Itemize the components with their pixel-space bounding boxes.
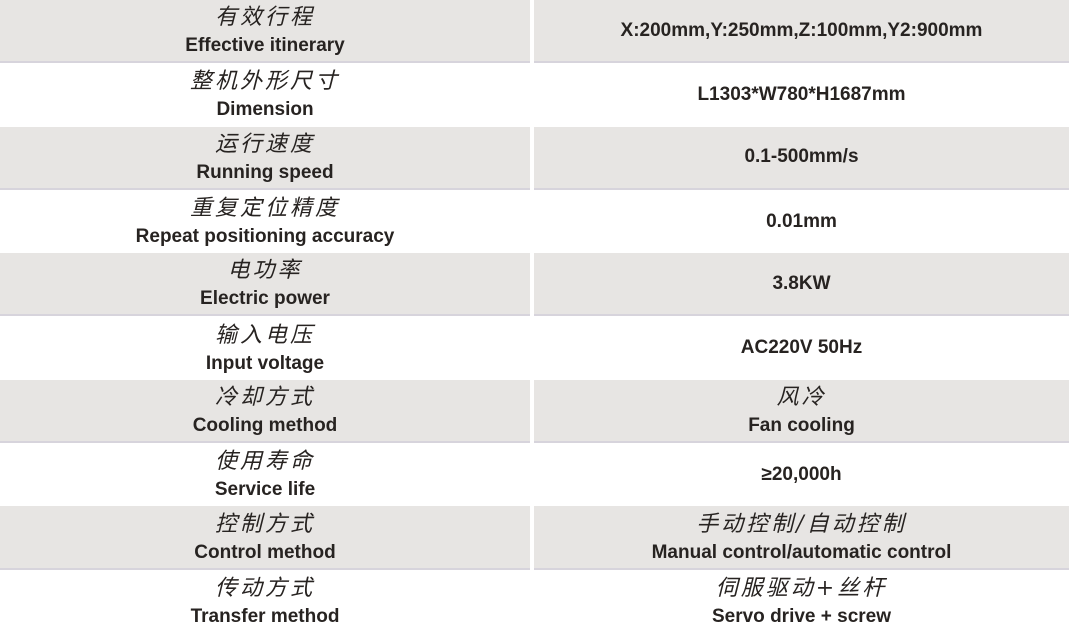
table-row-repeat-positioning-accuracy: 重复定位精度 Repeat positioning accuracy 0.01m… [0, 189, 1069, 254]
spec-name-cell: 重复定位精度 Repeat positioning accuracy [0, 189, 530, 254]
spec-name-cell: 控制方式 Control method [0, 506, 530, 570]
column-divider [530, 316, 534, 380]
spec-value-cell: 0.01mm [534, 189, 1069, 254]
spec-name-cell: 运行速度 Running speed [0, 126, 530, 190]
spec-name-en: Control method [194, 541, 336, 563]
spec-name-cn: 有效行程 [214, 5, 315, 31]
spec-value-cell: X:200mm,Y:250mm,Z:100mm,Y2:900mm [534, 0, 1069, 64]
spec-value: ≥20,000h [761, 463, 842, 485]
table-row-electric-power: 电功率 Electric power 3.8KW [0, 253, 1069, 317]
table-row-control-method: 控制方式 Control method 手动控制/自动控制 Manual con… [0, 506, 1069, 570]
spec-name-cell: 输入电压 Input voltage [0, 316, 530, 380]
spec-name-en: Running speed [196, 161, 334, 183]
table-row-transfer-method: 传动方式 Transfer method 伺服驱动+丝杆 Servo drive… [0, 569, 1069, 633]
spec-name-cn: 整机外形尺寸 [189, 69, 340, 95]
spec-name-cn: 运行速度 [214, 131, 315, 157]
column-divider [530, 189, 534, 254]
spec-name-cn: 电功率 [227, 258, 303, 284]
spec-value-cell: L1303*W780*H1687mm [534, 63, 1069, 127]
spec-value-cn: 手动控制/自动控制 [696, 511, 907, 537]
spec-value-cell: 风冷 Fan cooling [534, 379, 1069, 444]
spec-value: X:200mm,Y:250mm,Z:100mm,Y2:900mm [620, 19, 983, 41]
spec-name-cell: 有效行程 Effective itinerary [0, 0, 530, 64]
spec-name-en: Dimension [216, 99, 314, 121]
spec-name-cell: 冷却方式 Cooling method [0, 379, 530, 444]
spec-value-en: Manual control/automatic control [651, 541, 952, 563]
spec-name-cell: 整机外形尺寸 Dimension [0, 63, 530, 127]
table-row-dimension: 整机外形尺寸 Dimension L1303*W780*H1687mm [0, 63, 1069, 127]
table-row-cooling-method: 冷却方式 Cooling method 风冷 Fan cooling [0, 379, 1069, 444]
spec-value-en: Fan cooling [748, 414, 855, 436]
column-divider [530, 443, 534, 507]
spec-value: L1303*W780*H1687mm [697, 83, 906, 105]
spec-name-cell: 电功率 Electric power [0, 253, 530, 317]
spec-value-cell: ≥20,000h [534, 443, 1069, 507]
spec-value-en: Servo drive + screw [711, 605, 892, 627]
column-divider [530, 63, 534, 127]
table-row-running-speed: 运行速度 Running speed 0.1-500mm/s [0, 126, 1069, 190]
spec-value-cn: 伺服驱动+丝杆 [715, 575, 888, 601]
spec-value: 0.1-500mm/s [744, 146, 859, 168]
spec-name-en: Input voltage [205, 352, 325, 374]
spec-value: 0.01mm [766, 210, 837, 232]
spec-value-cell: 手动控制/自动控制 Manual control/automatic contr… [534, 506, 1069, 570]
spec-value-cell: 3.8KW [534, 253, 1069, 317]
spec-name-cn: 使用寿命 [214, 449, 315, 475]
spec-name-cell: 传动方式 Transfer method [0, 569, 530, 633]
column-divider [530, 253, 534, 317]
spec-name-cn: 控制方式 [214, 511, 315, 537]
spec-name-en: Effective itinerary [185, 35, 345, 57]
spec-name-cn: 输入电压 [214, 322, 315, 348]
column-divider [530, 506, 534, 570]
spec-name-en: Repeat positioning accuracy [135, 226, 395, 248]
spec-name-en: Electric power [200, 288, 330, 310]
spec-value-cn: 风冷 [776, 384, 827, 410]
column-divider [530, 569, 534, 633]
spec-name-en: Cooling method [192, 414, 338, 436]
spec-name-en: Service life [214, 479, 316, 501]
column-divider [530, 379, 534, 444]
table-row-input-voltage: 输入电压 Input voltage AC220V 50Hz [0, 316, 1069, 380]
spec-value: AC220V 50Hz [740, 337, 863, 359]
spec-value-cell: 0.1-500mm/s [534, 126, 1069, 190]
table-row-service-life: 使用寿命 Service life ≥20,000h [0, 443, 1069, 507]
spec-value-cell: AC220V 50Hz [534, 316, 1069, 380]
spec-name-cell: 使用寿命 Service life [0, 443, 530, 507]
spec-name-cn: 重复定位精度 [189, 196, 340, 222]
column-divider [530, 126, 534, 190]
spec-value: 3.8KW [772, 272, 831, 294]
spec-name-en: Transfer method [190, 605, 340, 627]
spec-name-cn: 冷却方式 [214, 384, 315, 410]
column-divider [530, 0, 534, 64]
spec-name-cn: 传动方式 [214, 575, 315, 601]
table-row-effective-itinerary: 有效行程 Effective itinerary X:200mm,Y:250mm… [0, 0, 1069, 64]
spec-value-cell: 伺服驱动+丝杆 Servo drive + screw [534, 569, 1069, 633]
